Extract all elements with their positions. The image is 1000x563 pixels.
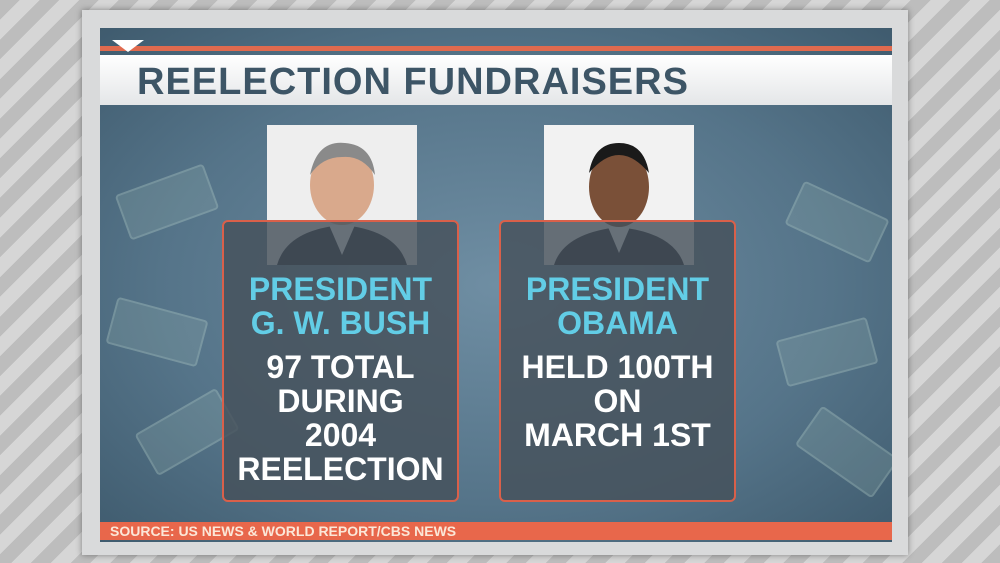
source-bar: SOURCE: US NEWS & WORLD REPORT/CBS NEWS xyxy=(100,522,892,540)
panel: REELECTION FUNDRAISERS PRESIDENT G. W. B… xyxy=(100,28,892,542)
detail-line: REELECTION xyxy=(237,451,444,487)
detail-line: HELD 100TH xyxy=(521,349,714,385)
name-line: G. W. BUSH xyxy=(250,305,431,341)
card-detail: 97 TOTAL DURING 2004 REELECTION xyxy=(224,350,457,486)
bill xyxy=(114,163,220,241)
title: REELECTION FUNDRAISERS xyxy=(137,61,689,103)
detail-line: 97 TOTAL xyxy=(266,349,415,385)
card: PRESIDENT G. W. BUSH 97 TOTAL DURING 200… xyxy=(222,220,459,502)
name-line: PRESIDENT xyxy=(248,271,433,307)
bill xyxy=(775,316,879,388)
bill xyxy=(794,405,892,499)
detail-line: ON xyxy=(593,383,642,419)
name-line: PRESIDENT xyxy=(525,271,710,307)
accent-line xyxy=(100,46,892,51)
detail-line: MARCH 1ST xyxy=(524,417,711,453)
title-bar: REELECTION FUNDRAISERS xyxy=(100,55,892,105)
frame: REELECTION FUNDRAISERS PRESIDENT G. W. B… xyxy=(82,10,908,555)
bill xyxy=(105,296,209,368)
marker xyxy=(112,40,144,52)
card-detail: HELD 100TH ON MARCH 1ST xyxy=(501,350,734,452)
card-name: PRESIDENT OBAMA xyxy=(501,272,734,340)
card: PRESIDENT OBAMA HELD 100TH ON MARCH 1ST xyxy=(499,220,736,502)
name-line: OBAMA xyxy=(557,305,678,341)
card-name: PRESIDENT G. W. BUSH xyxy=(224,272,457,340)
detail-line: 2004 xyxy=(304,417,377,453)
source: SOURCE: US NEWS & WORLD REPORT/CBS NEWS xyxy=(110,523,457,539)
bill xyxy=(784,180,890,264)
detail-line: DURING xyxy=(277,383,404,419)
